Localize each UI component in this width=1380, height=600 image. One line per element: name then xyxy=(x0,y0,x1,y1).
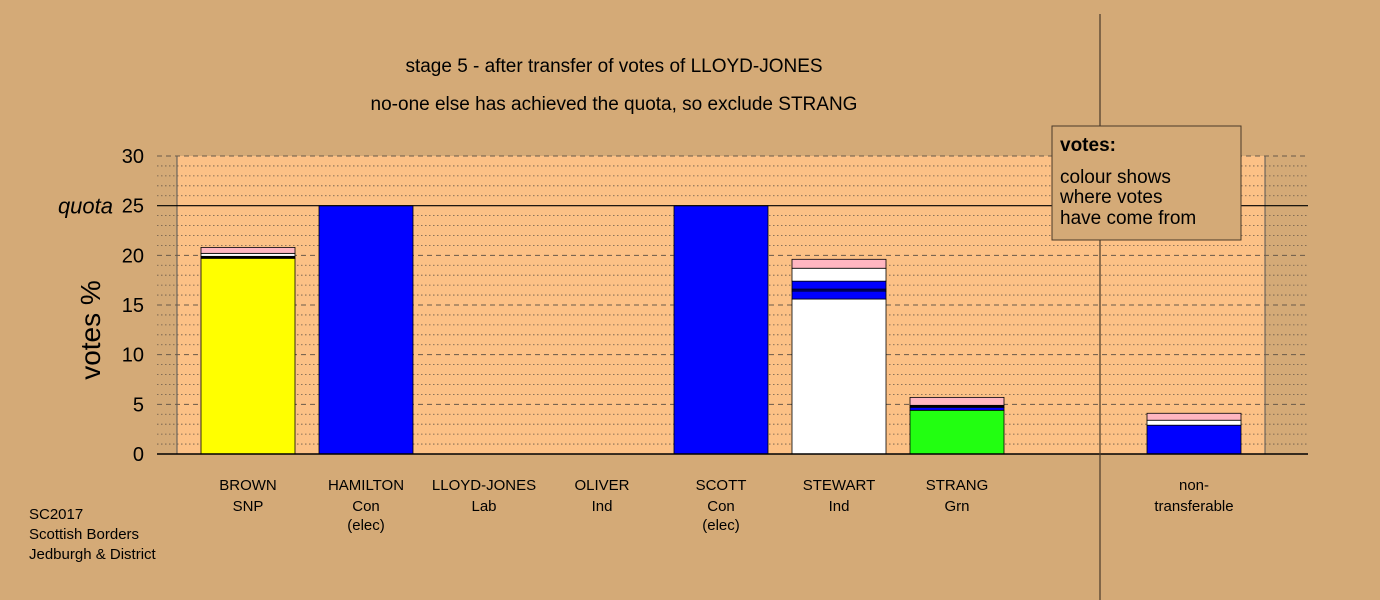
bar-segment xyxy=(1146,424,1242,455)
legend-box xyxy=(1051,125,1242,241)
category-name-label: BROWN xyxy=(219,477,277,494)
legend: votes: colour shows where votes have com… xyxy=(1051,125,1242,241)
category-party-label: Con xyxy=(352,498,380,515)
bar-scott-con xyxy=(673,205,769,455)
bar-segment xyxy=(909,396,1005,406)
y-tick-labels: 0 5 10 15 20 25 30 xyxy=(122,146,144,466)
category-party-label: Lab xyxy=(471,498,496,515)
y-tick-label: 5 xyxy=(133,394,144,416)
y-tick-label: 10 xyxy=(122,345,144,367)
category-party-label: Ind xyxy=(829,498,850,515)
category-name-label: STRANG xyxy=(926,477,989,494)
bar-segment xyxy=(791,280,887,290)
legend-line-3: have come from xyxy=(1060,208,1196,229)
y-tick-label: 30 xyxy=(122,146,144,168)
bar-segment xyxy=(791,258,887,269)
quota-label: quota xyxy=(58,194,113,219)
bar-segment xyxy=(909,409,1005,455)
y-tick-label: 25 xyxy=(122,196,144,218)
bar-strang-grn xyxy=(909,396,1005,455)
footer-line-1: SC2017 xyxy=(29,506,83,523)
category-party-label: transferable xyxy=(1154,498,1233,515)
bar-segment xyxy=(200,257,296,455)
y-tick-label: 20 xyxy=(122,245,144,267)
legend-line-2: where votes xyxy=(1059,187,1162,208)
bar-segment xyxy=(791,298,887,455)
bar-segment xyxy=(1146,412,1242,421)
category-name-label: non- xyxy=(1179,477,1209,494)
category-name-label: OLIVER xyxy=(574,477,629,494)
bar-segment xyxy=(909,406,1005,411)
category-note-label: (elec) xyxy=(347,517,385,534)
category-name-label: STEWART xyxy=(803,477,876,494)
footer-line-2: Scottish Borders xyxy=(29,526,139,543)
bar-hamilton-con xyxy=(318,205,414,455)
category-name-label: LLOYD-JONES xyxy=(432,477,536,494)
bars xyxy=(200,205,1242,455)
category-name-label: HAMILTON xyxy=(328,477,404,494)
category-party-label: SNP xyxy=(233,498,264,515)
y-tick-label: 15 xyxy=(122,295,144,317)
category-labels: BROWN SNP HAMILTON Con (elec) LLOYD-JONES Lab O… xyxy=(219,477,1233,534)
chart-subtitle: no-one else has achieved the quota, so e… xyxy=(371,94,858,115)
bar-segment xyxy=(791,267,887,282)
bar-brown-snp xyxy=(200,246,296,455)
footer-line-3: Jedburgh & District xyxy=(29,546,157,563)
category-party-label: Ind xyxy=(592,498,613,515)
chart-title: stage 5 - after transfer of votes of LLO… xyxy=(405,56,822,77)
category-party-label: Grn xyxy=(944,498,969,515)
bar-segment xyxy=(200,246,296,254)
bar-non-transferable xyxy=(1146,412,1242,455)
bar-segment xyxy=(200,252,296,257)
bar-segment xyxy=(318,205,414,455)
legend-title: votes: xyxy=(1060,135,1116,156)
bar-stewart-ind xyxy=(791,258,887,455)
bar-segment xyxy=(1146,419,1242,426)
category-name-label: SCOTT xyxy=(696,477,747,494)
bar-segment xyxy=(791,290,887,300)
y-tick-label: 0 xyxy=(133,444,144,466)
legend-line-1: colour shows xyxy=(1060,167,1171,188)
bar-segment xyxy=(673,205,769,455)
category-note-label: (elec) xyxy=(702,517,740,534)
y-axis-label: votes % xyxy=(75,280,106,380)
category-party-label: Con xyxy=(707,498,735,515)
